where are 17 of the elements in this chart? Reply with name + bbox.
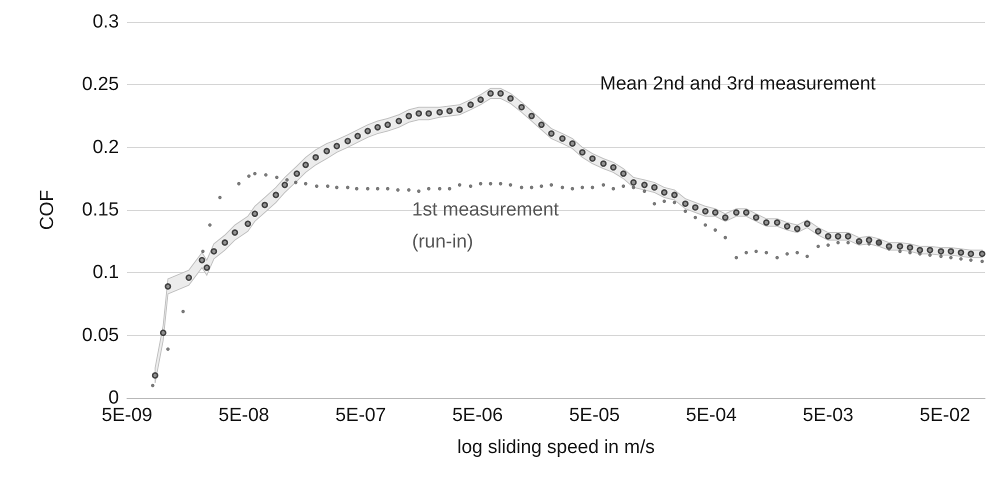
y-tick-label: 0.3 — [92, 12, 119, 32]
x-tick-label: 5E-07 — [335, 405, 386, 426]
y-tick-label: 0.05 — [82, 324, 119, 346]
x-tick-label: 5E-05 — [569, 405, 620, 426]
x-axis-title: log sliding speed in m/s — [457, 437, 655, 458]
x-tick-label: 5E-04 — [686, 405, 738, 426]
y-tick-label: 0.1 — [92, 262, 119, 284]
text: Mean 2nd and 3rd measurement — [600, 74, 876, 94]
x-tick-label: 5E-06 — [452, 405, 503, 426]
y-tick-label: 0.15 — [82, 200, 119, 220]
y-axis-title: COF — [37, 190, 58, 230]
x-tick-label: 5E-03 — [802, 405, 854, 426]
series-label: 1st measurement (run-in) — [412, 200, 564, 252]
y-tick-label: 0.2 — [92, 136, 119, 158]
x-tick-label: 5E-08 — [218, 405, 270, 426]
x-tick-label: 5E-02 — [920, 405, 970, 426]
y-tick-label: 0.25 — [82, 74, 119, 96]
